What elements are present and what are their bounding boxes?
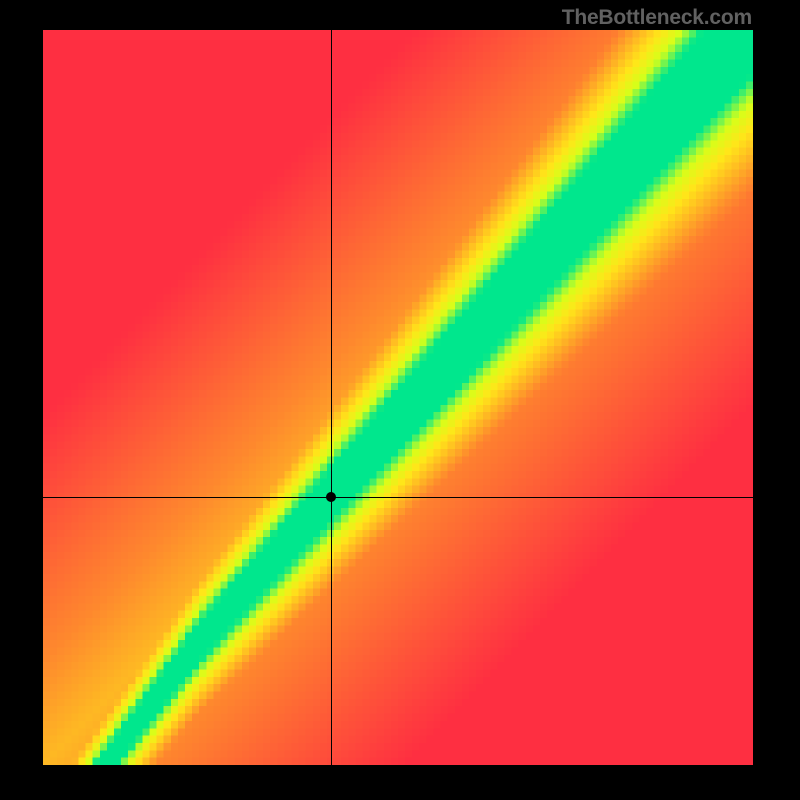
crosshair-horizontal: [43, 497, 753, 498]
watermark-text: TheBottleneck.com: [562, 6, 752, 30]
heatmap-canvas: [43, 30, 753, 765]
frame: TheBottleneck.com: [0, 0, 800, 800]
crosshair-vertical: [331, 30, 332, 765]
crosshair-marker: [326, 492, 336, 502]
heatmap-plot: [43, 30, 753, 765]
